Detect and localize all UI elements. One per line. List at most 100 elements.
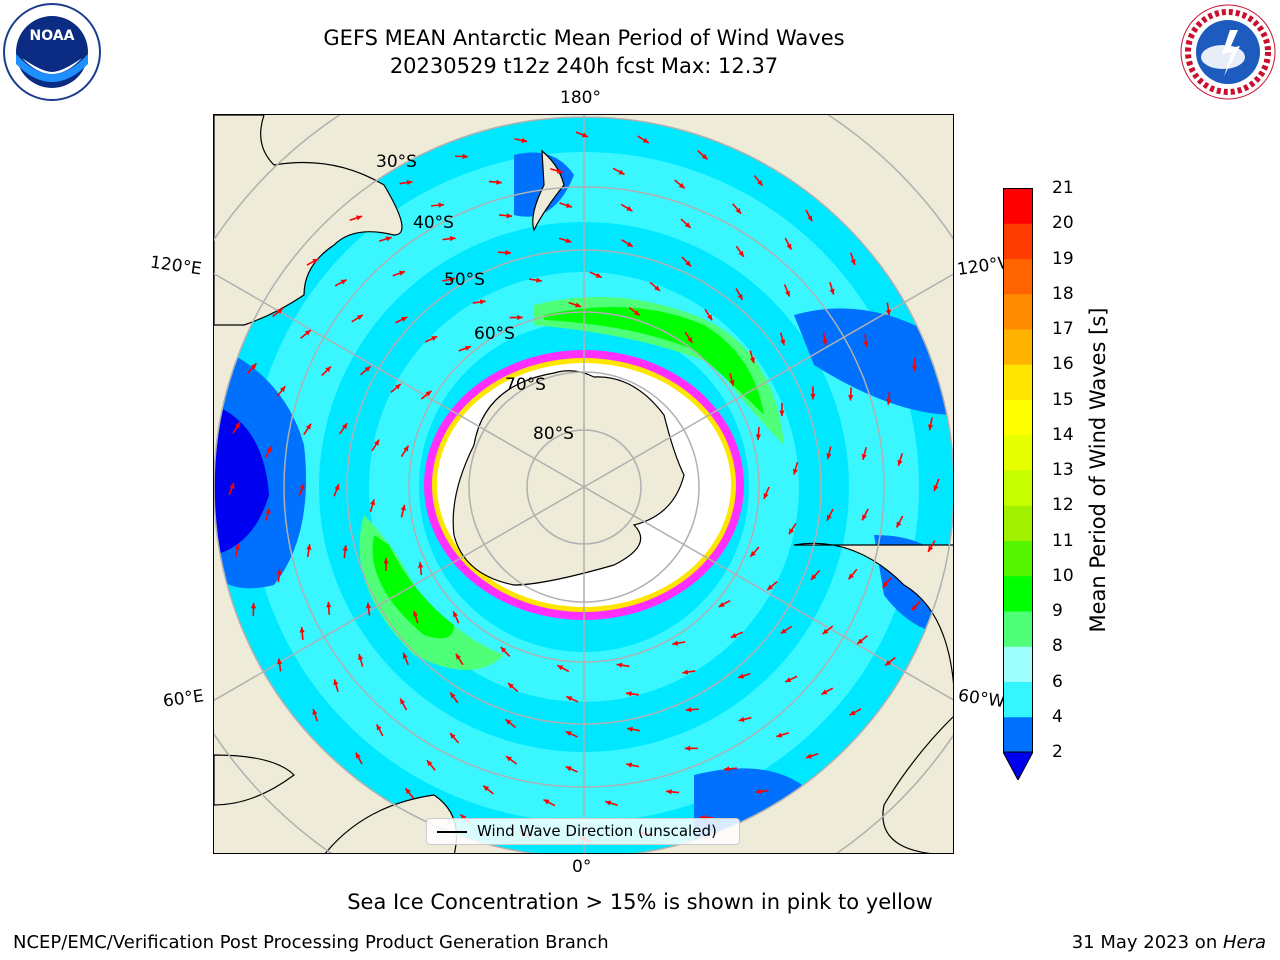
wind-arrow-head xyxy=(626,691,632,697)
wind-arrow-head xyxy=(862,514,867,521)
wind-arrow-head xyxy=(356,215,363,221)
wind-arrow-head xyxy=(306,544,312,550)
wind-arrow-head xyxy=(582,132,589,138)
wind-arrow-head xyxy=(566,696,573,702)
wind-arrow-head xyxy=(517,314,523,321)
wind-arrow-head xyxy=(911,604,918,611)
wind-arrow-head xyxy=(450,733,456,739)
wind-arrow-head xyxy=(738,673,745,679)
wind-arrow-head xyxy=(450,692,456,699)
wind-arrow-head xyxy=(780,339,786,346)
wind-arrow-head xyxy=(885,309,892,316)
wind-arrow-head xyxy=(684,222,691,228)
wind-arrow-head xyxy=(616,662,623,668)
wind-arrow-head xyxy=(848,394,854,401)
sea-ice-caption: Sea Ice Concentration > 15% is shown in … xyxy=(347,890,933,914)
wind-arrow-head xyxy=(462,153,469,160)
wind-arrow-head xyxy=(385,236,392,242)
wind-arrow-head xyxy=(788,528,794,535)
wind-arrow-head xyxy=(370,499,376,506)
wind-arrow-head xyxy=(805,753,812,759)
wind-arrow-head xyxy=(304,329,311,336)
lon-label-180: 180° xyxy=(560,88,601,108)
wind-arrow-head xyxy=(730,632,737,638)
wind-arrow-head xyxy=(822,339,828,346)
wind-arrow-head xyxy=(326,601,332,608)
legend-text: Wind Wave Direction (unscaled) xyxy=(477,822,717,840)
wind-arrow-head xyxy=(556,168,563,174)
madagascar-landmass xyxy=(214,754,295,806)
wind-arrow-head xyxy=(565,202,572,208)
wind-arrow-head xyxy=(626,206,633,212)
nws-logo xyxy=(1180,4,1276,100)
wind-arrows xyxy=(228,131,940,843)
lon-label-60e: 60°E xyxy=(161,686,206,712)
wind-arrow-head xyxy=(595,272,602,278)
wind-arrow-head xyxy=(750,550,756,557)
wind-arrow-head xyxy=(479,299,486,305)
colorbar-tick-label: 12 xyxy=(1052,495,1074,516)
australia-landmass xyxy=(214,115,403,326)
colorbar-tick-label: 21 xyxy=(1052,178,1074,198)
wind-arrow-head xyxy=(826,514,832,521)
wind-arrow-head xyxy=(707,314,713,321)
lon-label-60w: 60°W xyxy=(956,685,1007,713)
wind-arrow-head xyxy=(333,679,339,686)
wind-arrow-head xyxy=(394,383,401,390)
wind-arrow-head xyxy=(684,745,691,751)
wind-arrow-head xyxy=(654,285,660,291)
wind-arrow-head xyxy=(413,610,419,617)
wind-arrow-head xyxy=(575,302,582,308)
colorbar-tick-label: 18 xyxy=(1052,283,1074,304)
colorbar-segment xyxy=(1003,329,1033,365)
wind-arrow-head xyxy=(234,543,240,550)
lon-label-0: 0° xyxy=(572,857,592,877)
footer-left: NCEP/EMC/Verification Post Processing Pr… xyxy=(13,932,609,953)
footer-right: 31 May 2023 on Hera xyxy=(1072,932,1266,953)
wind-arrow-head xyxy=(863,341,869,348)
colorbar-segment xyxy=(1003,293,1033,330)
south-america-landmass xyxy=(793,542,953,853)
wind-arrow-head xyxy=(521,137,528,143)
wind-arrow-head xyxy=(276,658,283,665)
blue-region-pacific xyxy=(794,308,953,415)
colorbar-segment xyxy=(1003,470,1033,506)
wind-arrow-head xyxy=(449,236,456,242)
wind-arrow-head xyxy=(792,468,798,475)
colorbar-segment xyxy=(1003,646,1033,682)
colorbar-tick-label: 10 xyxy=(1052,565,1074,586)
wind-arrow-head xyxy=(786,243,792,250)
wind-arrow-head xyxy=(807,215,813,222)
colorbar-tick-label: 15 xyxy=(1052,389,1074,410)
wind-arrow-head xyxy=(848,573,854,580)
colorbar-segment xyxy=(1003,434,1033,471)
wind-arrow-head xyxy=(425,390,432,397)
wind-arrow-head xyxy=(757,179,763,186)
wind-arrow-head xyxy=(618,169,625,175)
wind-arrow-head xyxy=(325,366,332,373)
wind-arrow-head xyxy=(234,422,240,429)
wind-arrow-head xyxy=(666,789,672,795)
colorbar-extend-triangle xyxy=(1003,751,1033,780)
wind-arrow-head xyxy=(383,557,389,564)
colorbar-tick-label: 6 xyxy=(1052,671,1063,692)
wind-arrow-head xyxy=(826,453,832,460)
wind-arrow-head xyxy=(718,602,725,607)
wind-arrow-head xyxy=(861,453,867,460)
wind-arrow-head xyxy=(312,708,318,715)
wind-arrow-head xyxy=(737,293,743,300)
wind-arrow-head xyxy=(626,762,633,768)
colorbar-tick-label: 4 xyxy=(1052,706,1063,727)
colorbar-segment xyxy=(1003,505,1033,541)
noaa-logo-text: NOAA xyxy=(30,28,75,44)
colorbar-tick-label: 13 xyxy=(1052,460,1074,480)
map-panel xyxy=(213,114,954,854)
wind-arrow-head xyxy=(685,260,692,267)
colorbar-segment xyxy=(1003,258,1033,295)
wind-arrow-head xyxy=(849,710,856,716)
wind-arrow-head xyxy=(749,357,755,364)
colorbar-segment xyxy=(1003,681,1033,718)
deep-blue-region xyxy=(214,405,269,555)
wind-arrow-head xyxy=(776,732,783,738)
wind-arrow-head xyxy=(406,179,413,186)
